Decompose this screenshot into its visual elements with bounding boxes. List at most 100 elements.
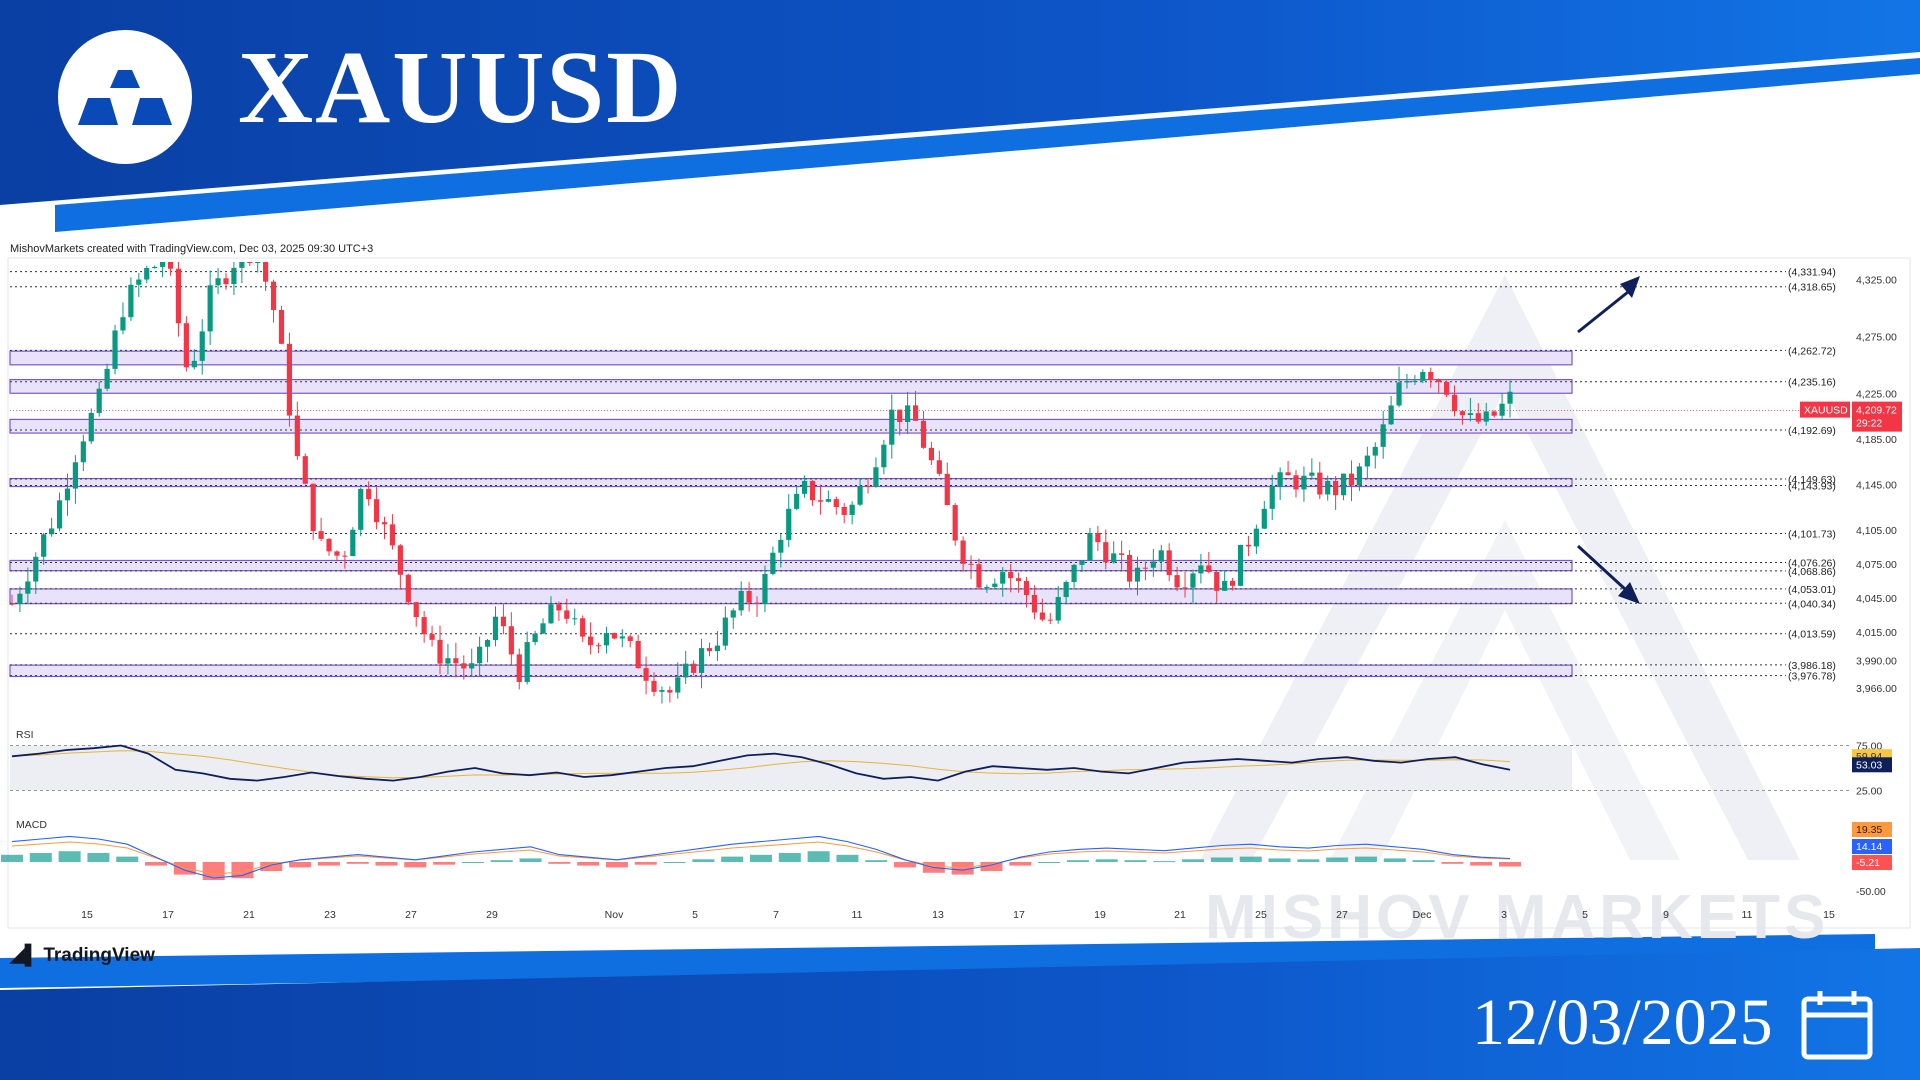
macd-histogram-bar (778, 853, 801, 862)
candle (1039, 598, 1045, 622)
candle (928, 441, 935, 466)
candle (381, 516, 388, 540)
candle (1103, 529, 1109, 570)
time-tick-label: Nov (605, 909, 624, 921)
macd-histogram-bar (1066, 860, 1089, 862)
candle (263, 262, 269, 292)
symbol-tag (1800, 401, 1850, 418)
candle (429, 625, 435, 647)
candle (691, 660, 697, 676)
candle (722, 606, 728, 651)
candle (1071, 563, 1077, 589)
tradingview-icon: ◢▌ (10, 945, 39, 966)
candle (1229, 578, 1236, 591)
candle (88, 408, 94, 445)
level-label: (4,053.01) (1788, 584, 1836, 596)
candle (80, 434, 86, 471)
level-label: (4,143.93) (1788, 480, 1836, 492)
candle (1142, 561, 1149, 581)
macd-histogram-bar (1182, 859, 1205, 862)
price-tick-label: 4,015.00 (1856, 627, 1897, 639)
candle (1388, 395, 1394, 426)
supply-demand-zone (9, 588, 1573, 605)
candle (992, 578, 998, 589)
candle (905, 391, 911, 434)
macd-value: -5.21 (1856, 857, 1880, 869)
time-tick-label: 5 (692, 909, 698, 921)
candle (944, 462, 950, 506)
candle (477, 636, 483, 677)
candle (342, 550, 348, 569)
time-tick-label: 27 (405, 909, 417, 921)
macd-histogram-bar (490, 860, 513, 862)
macd-histogram-bar (29, 853, 52, 862)
level-label: (4,101.73) (1788, 528, 1836, 540)
candle (1380, 411, 1386, 459)
candle (1063, 580, 1069, 605)
candle (144, 265, 150, 284)
time-tick-label: 29 (486, 909, 498, 921)
candle (64, 473, 71, 516)
level-label: (4,076.26) (1788, 557, 1836, 569)
macd-histogram-bar (1124, 860, 1147, 862)
macd-value: 14.14 (1856, 841, 1882, 853)
candle (128, 277, 134, 321)
candle (484, 638, 491, 663)
tradingview-logo[interactable]: ◢▌ TradingView (10, 944, 155, 967)
candle (580, 615, 586, 643)
time-tick-label: 25 (1255, 909, 1267, 921)
candle (540, 618, 546, 634)
candle (1214, 571, 1220, 603)
level-label: (4,262.72) (1788, 345, 1836, 357)
candle (841, 503, 847, 524)
candle (1119, 540, 1125, 570)
candle (25, 567, 31, 604)
candle (1095, 525, 1101, 551)
candle (1372, 442, 1378, 469)
symbol-title: XAUUSD (238, 30, 684, 145)
macd-histogram-bar (346, 862, 369, 864)
candle (1420, 369, 1426, 384)
macd-histogram-bar (1009, 862, 1032, 866)
candle (897, 409, 903, 436)
price-tick-label: 4,075.00 (1856, 559, 1897, 571)
candle (1428, 367, 1434, 388)
macd-histogram-bar (980, 862, 1003, 871)
macd-histogram-bar (289, 862, 312, 868)
price-tick-label: 4,045.00 (1856, 593, 1897, 605)
candle (1031, 585, 1038, 620)
macd-value-tag (1852, 855, 1892, 870)
candle (587, 622, 594, 655)
price-tick-label: 4,185.00 (1856, 434, 1897, 446)
price-tick-label: 4,225.00 (1856, 388, 1897, 400)
candle (1245, 535, 1252, 557)
candle (223, 273, 229, 290)
candle (1364, 446, 1370, 480)
candle (334, 550, 340, 562)
time-tick-label: 3 (1501, 909, 1507, 921)
macd-histogram-bar (1095, 859, 1118, 862)
candle (270, 279, 277, 323)
symbol-tag-label: XAUUSD (1804, 405, 1848, 417)
candle (960, 536, 966, 572)
candle (817, 484, 824, 515)
candle (1253, 524, 1259, 554)
candle (437, 625, 443, 675)
candle (152, 265, 158, 269)
candle (1079, 560, 1085, 573)
candle (1111, 541, 1117, 564)
macd-histogram-bar (231, 862, 254, 879)
candle (207, 270, 213, 346)
candle (968, 555, 974, 580)
macd-histogram-bar (433, 862, 456, 865)
macd-histogram-bar (1441, 862, 1464, 864)
price-tick-label: 4,325.00 (1856, 275, 1897, 287)
macd-histogram-bar (375, 862, 398, 866)
candle (1348, 460, 1355, 502)
candle (833, 496, 839, 515)
time-tick-label: Dec (1413, 909, 1432, 921)
candle (96, 381, 102, 417)
footer-stripe (0, 934, 1875, 988)
candle (56, 492, 63, 532)
